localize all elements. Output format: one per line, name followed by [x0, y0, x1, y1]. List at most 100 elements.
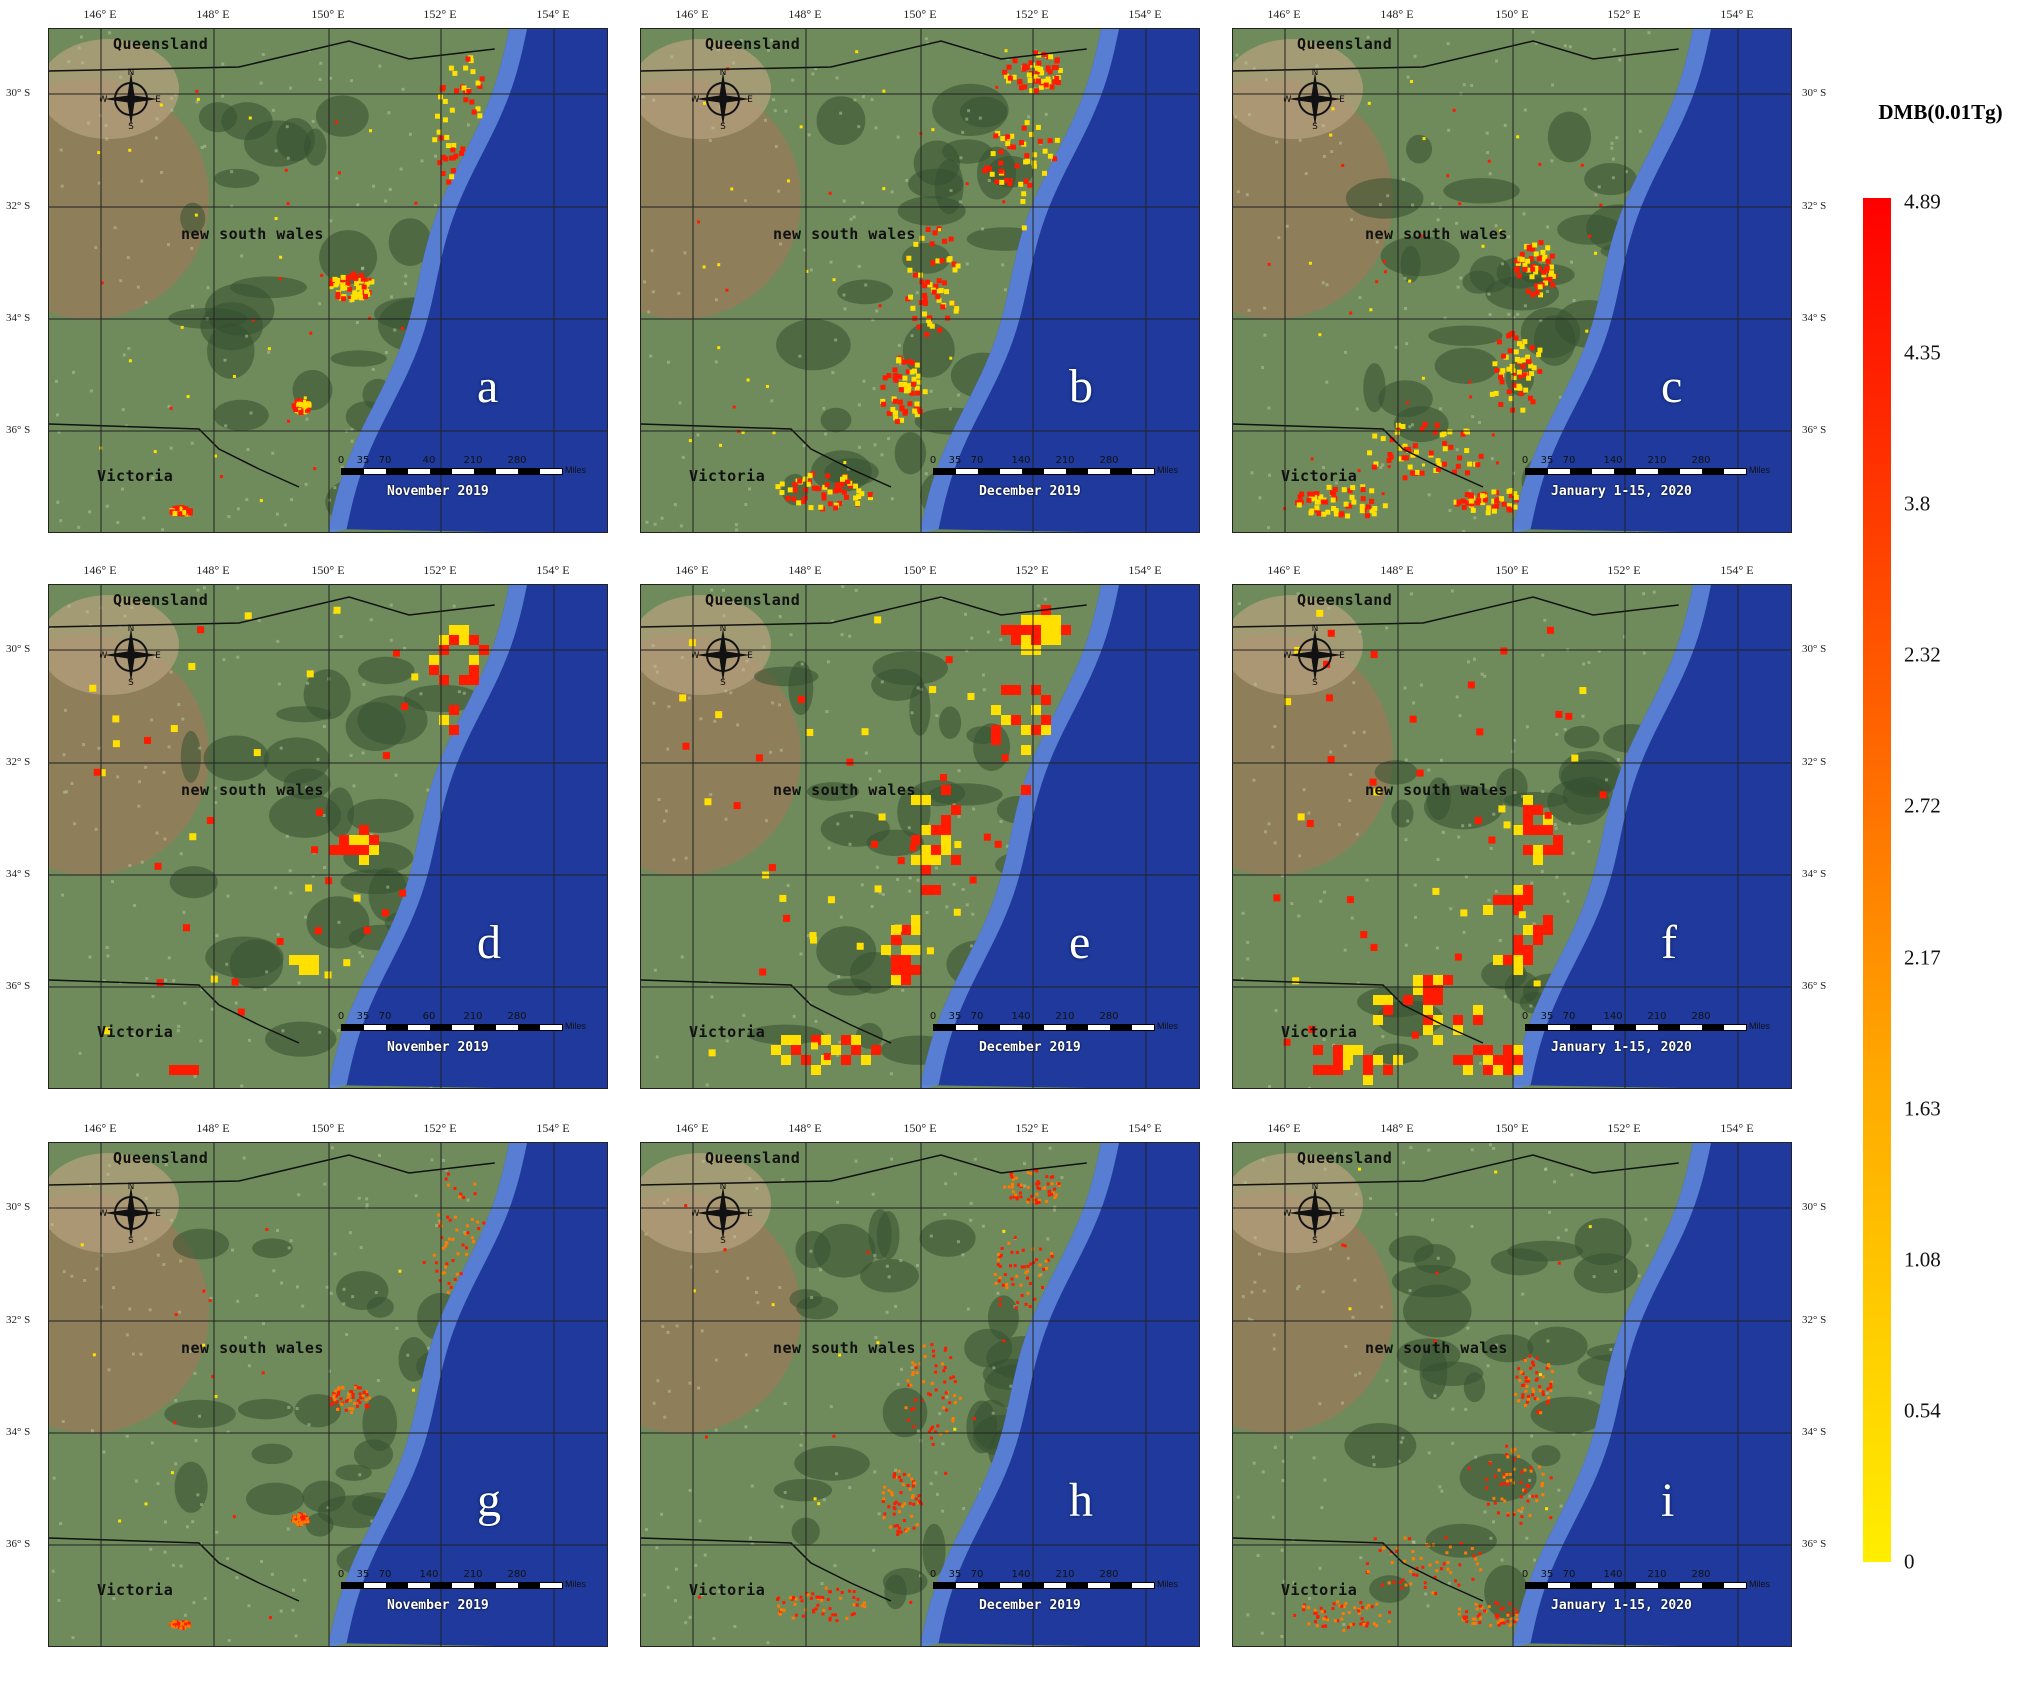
compass-letter-e: E — [747, 1209, 753, 1219]
scale-tick: 70 — [970, 1569, 984, 1580]
region-label-victoria: Victoria — [97, 1581, 174, 1599]
panel-letter: a — [477, 360, 499, 413]
region-label-nsw: new south wales — [181, 225, 324, 243]
longitude-label: 150° E — [311, 563, 345, 577]
period-caption: January 1-15, 2020 — [1551, 484, 1692, 499]
latitude-label: 36° S — [1802, 980, 1827, 992]
scale-unit: Miles — [1749, 1021, 1771, 1031]
latitude-label: 32° S — [6, 200, 31, 212]
longitude-label: 152° E — [1015, 563, 1049, 577]
compass-letter-s: S — [128, 122, 134, 130]
compass-letter-w: W — [100, 1209, 108, 1219]
compass-letter-e: E — [155, 95, 161, 105]
latitude-label: 30° S — [6, 1201, 31, 1213]
compass-letter-e: E — [1339, 1209, 1345, 1219]
region-label-nsw: new south wales — [181, 781, 324, 799]
compass-letter-s: S — [720, 122, 726, 130]
compass-letter-e: E — [155, 651, 161, 661]
longitude-label: 150° E — [1495, 1121, 1529, 1135]
compass-rose-icon: N S E W — [99, 68, 162, 135]
scale-bar: 0 35 70 140 210 280 Miles — [1521, 455, 1770, 487]
scale-unit: Miles — [1157, 1021, 1179, 1031]
map-panel-b: 146° E 148° E 150° E 152° E 154° E Queensland… — [640, 0, 1200, 533]
scale-tick: 280 — [507, 1011, 527, 1022]
scale-tick: 70 — [970, 455, 984, 466]
panel-letter: b — [1069, 360, 1093, 413]
legend-tick: 2.32 — [1904, 642, 1941, 667]
region-label-victoria: Victoria — [1281, 1581, 1358, 1599]
scale-tick: 35 — [948, 455, 962, 466]
scale-tick: 0 — [1521, 455, 1529, 466]
longitude-label: 152° E — [423, 7, 457, 21]
legend-tick: 2.72 — [1904, 793, 1941, 818]
region-label-queensland: Queensland — [705, 1149, 801, 1167]
region-label-queensland: Queensland — [1297, 35, 1393, 53]
scale-tick: 70 — [378, 1011, 392, 1022]
longitude-label: 146° E — [675, 1121, 709, 1135]
latitude-labels: 30° S 32° S 34° S 36° S — [4, 28, 48, 533]
scale-tick: 0 — [337, 455, 345, 466]
latitude-label: 36° S — [6, 424, 31, 436]
scale-tick: 140 — [1603, 1011, 1623, 1022]
scale-tick: 210 — [1647, 1011, 1667, 1022]
compass-letter-e: E — [747, 651, 753, 661]
scale-tick: 210 — [1647, 455, 1667, 466]
scale-tick: 0 — [929, 1569, 937, 1580]
scale-tick: 35 — [1540, 1569, 1554, 1580]
longitude-label: 152° E — [1015, 1121, 1049, 1135]
longitude-label: 148° E — [788, 563, 822, 577]
period-caption: November 2019 — [387, 484, 489, 499]
scale-tick: 70 — [970, 1011, 984, 1022]
longitude-label: 152° E — [423, 1121, 457, 1135]
scale-tick: 70 — [1562, 1011, 1576, 1022]
longitude-label: 154° E — [1720, 1121, 1754, 1135]
colorbar-legend: DMB(0.01Tg) 4.89 4.35 3.8 2.32 2.72 2.17 1.63 1… — [1860, 0, 2021, 1685]
legend-tick: 0 — [1904, 1549, 1915, 1574]
panel-letter: d — [477, 916, 501, 969]
scale-tick: 35 — [1540, 455, 1554, 466]
latitude-label: 34° S — [1802, 1426, 1827, 1438]
scale-unit: Miles — [1749, 1579, 1771, 1589]
scale-unit: Miles — [1157, 1579, 1179, 1589]
scale-bar: 0 35 70 140 210 280 Miles — [929, 455, 1178, 487]
region-label-queensland: Queensland — [1297, 1149, 1393, 1167]
legend-gradient — [1863, 198, 1891, 1562]
compass-letter-w: W — [692, 651, 700, 661]
legend-title: DMB(0.01Tg) — [1878, 100, 2003, 124]
longitude-label: 146° E — [675, 563, 709, 577]
compass-rose-icon: N S E W — [1283, 1182, 1346, 1249]
panel-letter: f — [1661, 916, 1677, 969]
latitude-label: 32° S — [1802, 756, 1827, 768]
longitude-labels: 146° E 148° E 150° E 152° E 154° E — [1232, 0, 1792, 26]
panel-letter: i — [1661, 1474, 1675, 1527]
scale-tick: 0 — [337, 1011, 345, 1022]
longitude-label: 150° E — [903, 563, 937, 577]
map-canvas: Queensland new south wales Victoria c 0 35 70 1… — [1232, 28, 1792, 533]
longitude-label: 154° E — [1128, 563, 1162, 577]
panel-letter: g — [477, 1474, 501, 1527]
scale-tick: 280 — [507, 455, 527, 466]
legend-tick: 3.8 — [1904, 491, 1931, 516]
legend-tick: 4.35 — [1904, 340, 1941, 365]
compass-letter-e: E — [155, 1209, 161, 1219]
region-label-queensland: Queensland — [113, 591, 209, 609]
longitude-label: 146° E — [1267, 7, 1301, 21]
longitude-label: 148° E — [196, 563, 230, 577]
compass-rose-icon: N S E W — [691, 624, 754, 691]
longitude-labels: 146° E 148° E 150° E 152° E 154° E — [48, 0, 608, 26]
map-canvas: Queensland new south wales Victoria d 0 35 70 6… — [48, 584, 608, 1089]
period-caption: November 2019 — [387, 1040, 489, 1055]
scale-tick: 0 — [929, 455, 937, 466]
compass-letter-n: N — [720, 1182, 727, 1192]
longitude-label: 154° E — [536, 563, 570, 577]
latitude-label: 36° S — [1802, 424, 1827, 436]
scale-unit: Miles — [565, 465, 587, 475]
compass-letter-n: N — [1312, 1182, 1319, 1192]
scale-bar: 0 35 70 140 210 280 Miles — [929, 1569, 1178, 1601]
region-label-nsw: new south wales — [1365, 781, 1508, 799]
scale-bar: 0 35 70 140 210 280 Miles — [1522, 1569, 1770, 1601]
panel-letter: h — [1069, 1474, 1093, 1527]
scale-unit: Miles — [1157, 465, 1179, 475]
scale-tick: 210 — [1055, 1569, 1075, 1580]
longitude-label: 152° E — [1607, 7, 1641, 21]
